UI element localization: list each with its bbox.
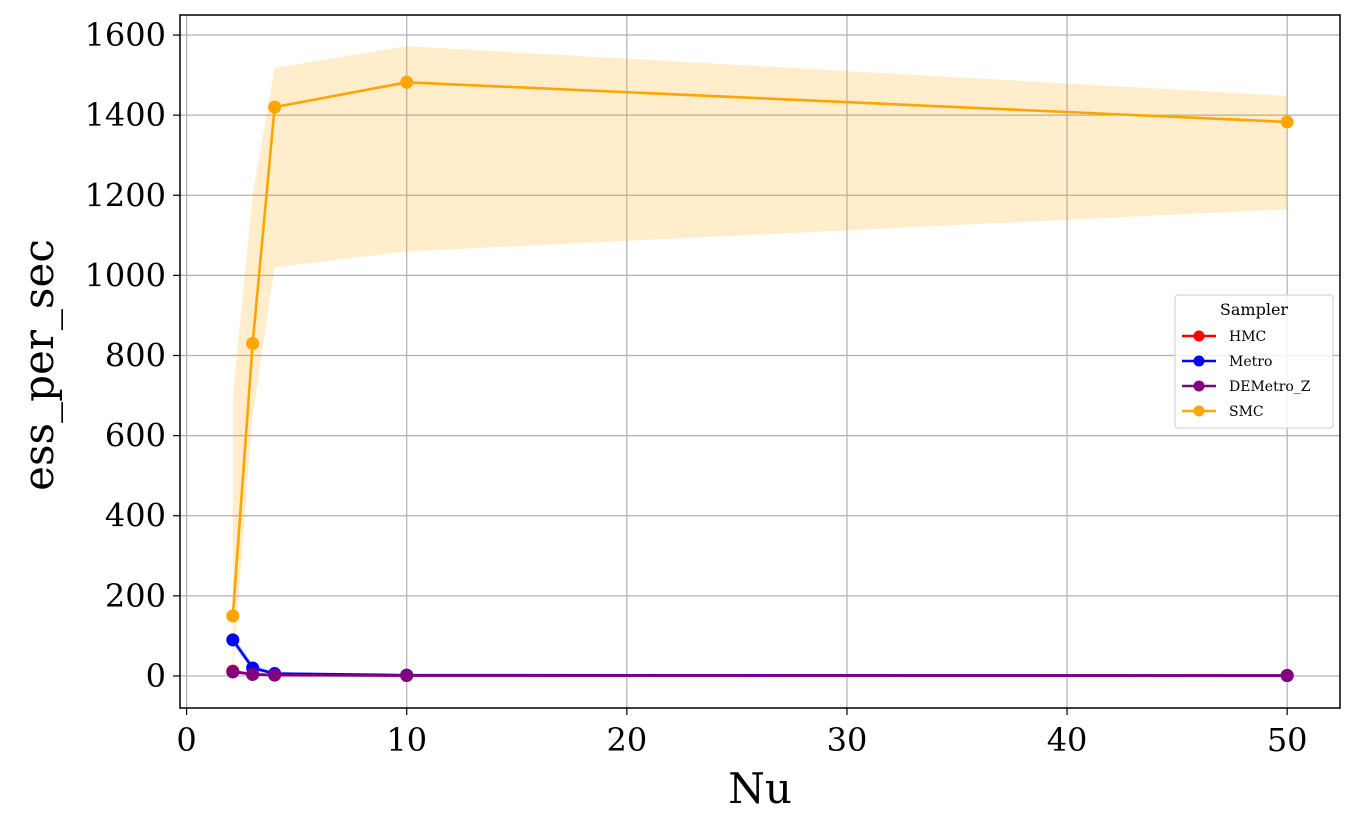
point-demetro-z (268, 668, 282, 682)
point-demetro-z (1280, 669, 1294, 683)
grid (180, 15, 1340, 708)
point-smc (226, 609, 240, 623)
legend-label-demetro-z: DEMetro_Z (1229, 379, 1311, 395)
y-tick-label: 1000 (85, 256, 166, 294)
legend-items: HMC Metro DEMetro_Z SMC (1182, 329, 1311, 420)
point-smc (400, 75, 414, 89)
y-tick-label: 800 (105, 336, 166, 374)
legend-box (1174, 294, 1334, 429)
y-tick-label: 1400 (85, 96, 166, 134)
y-axis-label: ess_per_sec (14, 239, 63, 491)
legend-label-smc: SMC (1229, 404, 1264, 420)
point-demetro-z (400, 669, 414, 683)
x-tick-label: 0 (176, 721, 196, 759)
plot-frame (179, 14, 1341, 709)
point-demetro-z (226, 665, 240, 679)
y-tick-label: 400 (105, 497, 166, 535)
point-metro (226, 633, 240, 647)
x-tick-label: 20 (606, 721, 647, 759)
point-smc (1280, 115, 1294, 129)
x-tick-label: 10 (386, 721, 427, 759)
legend-marker-hmc (1193, 330, 1205, 342)
band-smc (232, 46, 1288, 674)
y-tick-label: 1600 (85, 16, 166, 54)
point-demetro-z (246, 667, 260, 681)
legend-marker-demetro-z (1193, 380, 1205, 392)
y-axis-ticks: 0 200 400 600 800 1000 1200 1400 1600 (85, 16, 180, 695)
x-axis-label: Nu (728, 764, 792, 813)
x-tick-label: 40 (1047, 721, 1088, 759)
y-tick-label: 1200 (85, 176, 166, 214)
point-smc (268, 100, 282, 114)
point-smc (246, 336, 260, 350)
x-tick-label: 30 (827, 721, 868, 759)
y-tick-label: 600 (105, 417, 166, 455)
x-tick-label: 50 (1267, 721, 1308, 759)
y-tick-label: 0 (146, 657, 166, 695)
x-axis-ticks: 0 10 20 30 40 50 (176, 708, 1308, 759)
legend-label-metro: Metro (1229, 354, 1272, 370)
legend-marker-metro (1193, 355, 1205, 367)
legend: Sampler HMC Metro DEMetro_Z SMC (1174, 294, 1334, 429)
series-points (226, 75, 1294, 683)
legend-marker-smc (1193, 405, 1205, 417)
legend-title: Sampler (1220, 300, 1289, 319)
legend-label-hmc: HMC (1229, 329, 1266, 345)
y-tick-label: 200 (105, 577, 166, 615)
